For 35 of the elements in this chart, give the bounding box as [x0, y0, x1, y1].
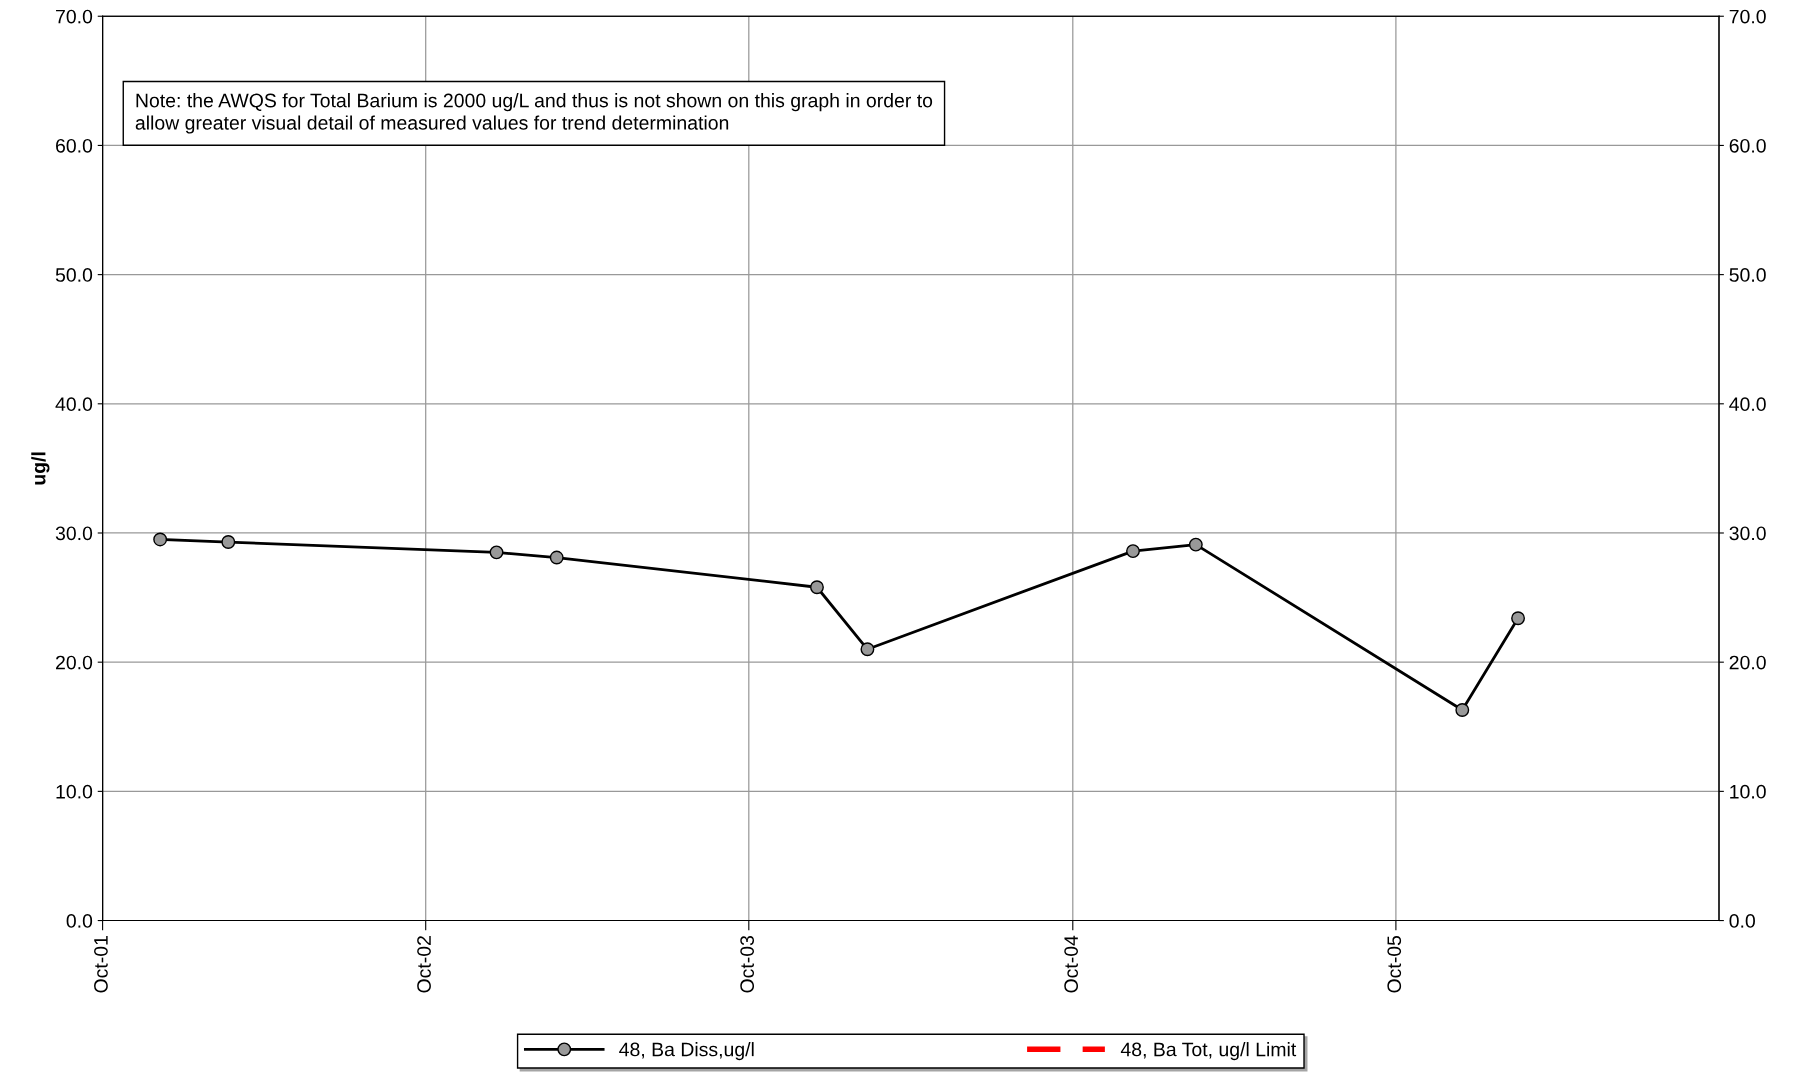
y-tick-label: 50.0	[55, 268, 93, 282]
point	[489, 545, 504, 560]
x-tick-label: Oct-03	[740, 935, 755, 993]
point	[860, 642, 875, 657]
y2-tick-label: 0.0	[1729, 914, 1755, 928]
legend-label: 48, Ba Diss,ug/l	[619, 1042, 754, 1061]
x-tick-label: Oct-05	[1387, 935, 1402, 993]
point	[1455, 703, 1470, 717]
y-tick-label: 0.0	[66, 914, 93, 928]
legend-label: 48, Ba Tot, ug/l Limit	[1120, 1042, 1297, 1061]
x-tick-label: Oct-04	[1064, 935, 1079, 993]
y2-tick-label: 20.0	[1729, 655, 1766, 670]
y-tick-label: 20.0	[56, 655, 93, 670]
y2-tick-label: 40.0	[1729, 397, 1766, 412]
annotation: Note: the AWQS for Total Barium is 2000 ug/L and thus is not shown on this graph in order to allow greater visual detail of measured values for trend determination	[135, 93, 933, 134]
point	[810, 580, 824, 595]
y-tick-label: 60.0	[56, 138, 93, 153]
y-tick-label: 10.0	[56, 784, 93, 799]
y-tick-label: 70.0	[56, 9, 93, 24]
point	[1188, 537, 1203, 552]
point	[1511, 611, 1526, 626]
y-tick-label: 30.0	[55, 526, 93, 541]
y2-tick-label: 70.0	[1729, 9, 1766, 24]
x-tick-label: Oct-02	[417, 936, 431, 993]
y-tick-label: 40.0	[55, 397, 93, 412]
point	[549, 550, 564, 565]
y2-tick-label: 10.0	[1730, 784, 1766, 799]
point	[153, 532, 168, 547]
y2-tick-label: 60.0	[1729, 138, 1766, 153]
y2-tick-label: 50.0	[1729, 268, 1766, 282]
point	[1126, 544, 1140, 559]
x-tick-label: Oct-01	[94, 936, 108, 993]
y-axis-title: ug/l	[31, 452, 50, 485]
y2-tick-label: 30.0	[1729, 526, 1766, 541]
point	[221, 535, 236, 549]
